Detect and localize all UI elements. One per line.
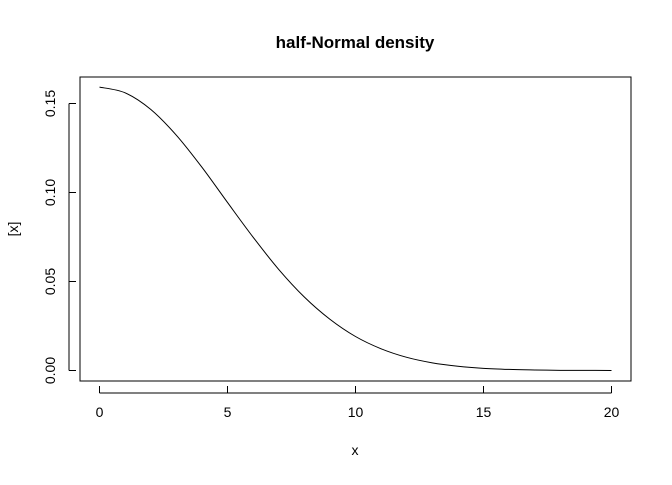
density-line: [99, 86, 612, 371]
y-tick-label: 0.10: [42, 179, 58, 206]
y-axis: 0.00 0.05 0.10 0.15: [42, 90, 76, 384]
plot-frame: [79, 76, 632, 382]
y-tick-label: 0.15: [42, 90, 58, 117]
y-axis-label: [x]: [5, 222, 21, 237]
x-axis-label: x: [352, 442, 359, 458]
x-tick-label: 10: [348, 404, 364, 420]
x-axis: 0 5 10 15 20: [96, 386, 620, 420]
y-tick-label: 0.00: [42, 357, 58, 384]
x-tick-label: 0: [96, 404, 104, 420]
y-tick-label: 0.05: [42, 268, 58, 295]
x-tick-label: 15: [476, 404, 492, 420]
chart-title: half-Normal density: [276, 33, 435, 52]
x-tick-label: 5: [224, 404, 232, 420]
x-tick-label: 20: [604, 404, 620, 420]
